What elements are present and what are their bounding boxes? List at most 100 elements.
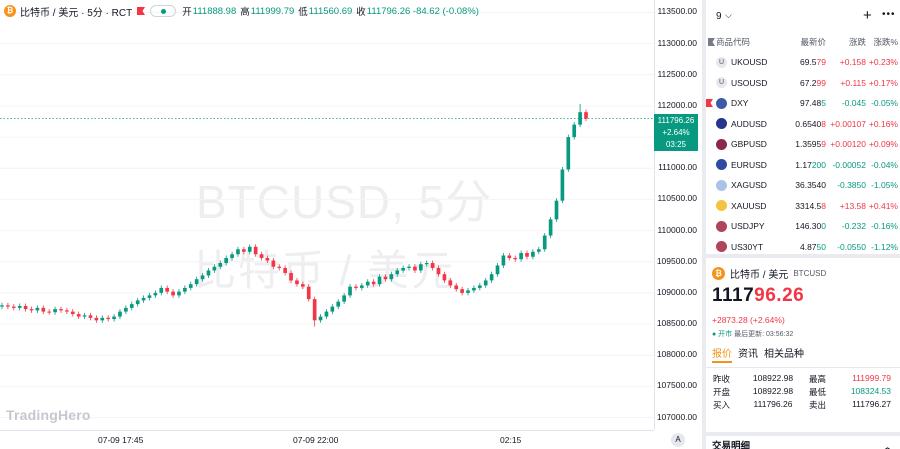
market-status: ● 开市 最后更新: 03:56:32	[706, 329, 900, 339]
stat-row: 买入 111796.26 卖出 111796.27	[713, 399, 900, 412]
symbol-logo-icon	[716, 138, 727, 150]
candle-up	[230, 254, 234, 258]
watchlist-row[interactable]: EURUSD 1.17200 -0.00052 -0.04%	[706, 155, 900, 176]
more-icon[interactable]: •••	[882, 9, 896, 20]
candle-down	[513, 258, 518, 260]
col-symbol[interactable]: 商品代码	[716, 37, 751, 47]
watchlist-row[interactable]: XAGUSD 36.3540 -0.3850 -1.05%	[706, 175, 900, 196]
candle-down	[88, 315, 93, 318]
row-last: 0.65408	[795, 118, 826, 129]
flag-icon[interactable]	[708, 38, 715, 46]
candle-up	[218, 262, 223, 267]
candle-down	[306, 286, 311, 300]
watchlist-row[interactable]: U USOUSD 67.299 +0.115 +0.17%	[706, 73, 900, 94]
stat-value: 111796.27	[852, 399, 891, 409]
tag-price: 111796.26	[657, 116, 695, 125]
row-symbol: UKOUSD	[731, 57, 768, 68]
low-label: 低	[298, 7, 308, 18]
chart-watermark-symbol: BTCUSD, 5分	[196, 176, 493, 228]
watchlist-name[interactable]: 9	[716, 11, 722, 22]
candle-down	[295, 280, 299, 285]
watchlist-row[interactable]: U UKOUSD 69.579 +0.158 +0.23%	[706, 52, 900, 73]
candle-down	[11, 306, 16, 308]
bitcoin-icon: ₿	[712, 266, 725, 280]
detail-price: 111796.26	[706, 285, 900, 307]
row-change: -0.045	[841, 98, 866, 109]
row-last: 1.17200	[795, 159, 826, 170]
watchlist-row[interactable]: XAUUSD 3314.58 +13.58 +0.41%	[706, 196, 900, 217]
auto-scale-button[interactable]: A	[671, 433, 685, 447]
price-scale[interactable]: 113500.00113000.00112500.00112000.001115…	[654, 0, 702, 430]
time-label: 07-09 22:00	[293, 435, 339, 445]
candle-down	[106, 317, 111, 320]
candle-down	[94, 317, 99, 321]
legend-symbol[interactable]: 比特币 / 美元 · 5分 · RCT	[20, 7, 133, 19]
row-change: +0.115	[840, 77, 866, 88]
row-change: -0.0550	[837, 241, 866, 252]
price-tick-label: 110500.00	[657, 193, 697, 204]
candle-down	[354, 286, 358, 288]
candle-up	[318, 316, 323, 321]
candle-up	[395, 270, 400, 275]
market-status-toggle[interactable]	[150, 5, 177, 17]
candle-up	[141, 297, 146, 301]
candle-down	[259, 254, 264, 258]
candle-up	[194, 279, 199, 285]
row-last: 36.3540	[795, 180, 826, 191]
watchlist-header: 9 ⌵ + •••	[706, 0, 900, 32]
chevron-down-icon[interactable]: ⌵	[725, 10, 732, 20]
time-label: 07-09 17:45	[98, 435, 144, 445]
candle-down	[436, 267, 441, 275]
candle-down	[29, 309, 34, 311]
candle-up	[212, 266, 217, 271]
candle-down	[165, 287, 170, 292]
col-change[interactable]: 涨跌	[848, 37, 866, 47]
candle-down	[507, 255, 512, 258]
low-value: 111560.69	[308, 5, 353, 17]
trade-details-header[interactable]: 交易明细 ︿	[706, 432, 900, 449]
watchlist-row[interactable]: GBPUSD 1.35959 +0.00120 +0.09%	[706, 134, 900, 155]
candle-down	[265, 258, 270, 261]
watchlist-row[interactable]: DXY 97.485 -0.045 -0.05%	[706, 93, 900, 114]
candle-up	[17, 305, 22, 308]
row-pct: +0.16%	[868, 118, 898, 129]
candle-up	[536, 249, 541, 252]
candle-up	[560, 169, 565, 201]
symbol-logo-icon	[716, 200, 727, 212]
tab-quote[interactable]: 报价	[712, 345, 732, 363]
quote-stats: 昨收 108922.98 最高 111999.79 开盘 108922.98 最低 10832…	[706, 367, 900, 412]
col-last[interactable]: 最新价	[800, 37, 826, 47]
candle-up	[542, 235, 547, 250]
tab-news[interactable]: 资讯	[738, 349, 758, 360]
time-axis[interactable]: 07-09 17:45 07-09 22:00 02:15	[0, 430, 654, 449]
watchlist-row[interactable]: AUDUSD 0.65408 +0.00107 +0.16%	[706, 114, 900, 135]
stat-row: 昨收 108922.98 最高 111999.79	[713, 373, 900, 386]
plus-icon[interactable]: +	[863, 7, 872, 24]
flag-icon[interactable]	[706, 99, 713, 107]
chevron-up-icon[interactable]: ︿	[882, 442, 892, 449]
candle-up	[147, 295, 152, 298]
candle-up	[365, 281, 370, 286]
tab-related[interactable]: 相关品种	[764, 349, 804, 360]
flag-icon[interactable]	[137, 7, 146, 15]
candle-up	[472, 287, 476, 291]
candlestick-chart[interactable]	[0, 0, 654, 430]
row-last: 97.485	[799, 98, 826, 109]
time-label: 02:15	[500, 435, 522, 445]
candle-up	[483, 280, 488, 286]
candle-down	[76, 314, 81, 317]
price-tick-label: 111000.00	[658, 162, 697, 173]
watchlist-row[interactable]: US30YT 4.8750 -0.0550 -1.12%	[706, 237, 900, 258]
candle-up	[53, 309, 57, 313]
row-change: +0.158	[839, 57, 866, 68]
chart-pane[interactable]: BTCUSD, 5分 比特币 / 美元 ₿ 比特币 / 美元 · 5分 · RC…	[0, 0, 702, 449]
col-pct[interactable]: 涨跌%	[873, 37, 898, 47]
candle-down	[23, 305, 28, 310]
candle-up	[177, 291, 181, 296]
row-last: 1.35959	[795, 139, 826, 150]
watchlist-row[interactable]: USDJPY 146.300 -0.232 -0.16%	[706, 216, 900, 237]
price-tick-label: 113000.00	[657, 37, 697, 48]
candle-up	[135, 300, 140, 305]
symbol-logo-icon: U	[716, 56, 727, 68]
candle-down	[171, 291, 175, 296]
